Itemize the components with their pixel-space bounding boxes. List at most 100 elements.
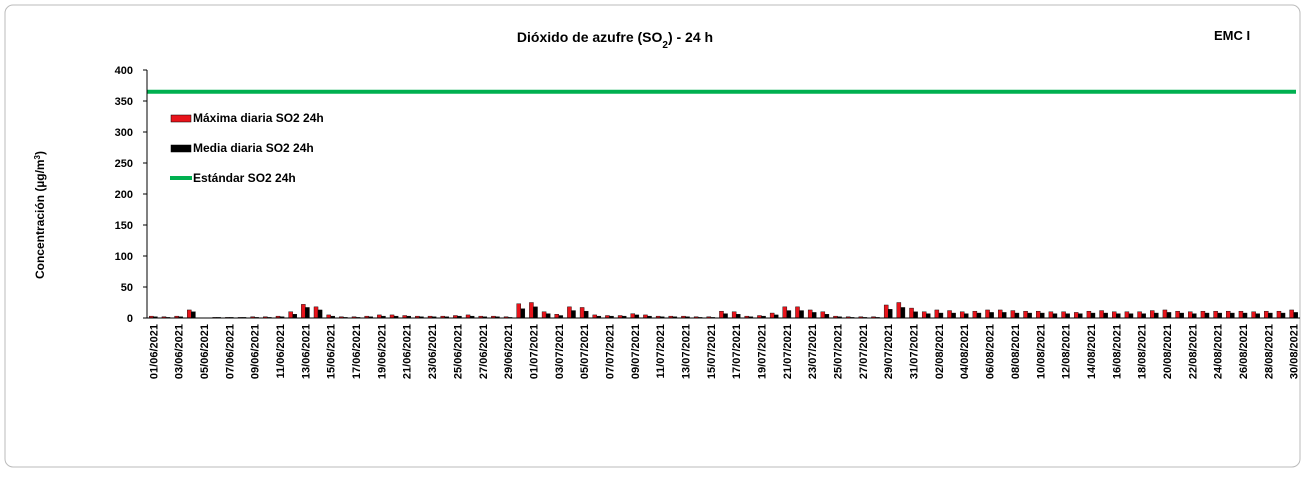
bar	[1276, 310, 1282, 319]
bar	[533, 306, 538, 319]
legend-label: Máxima diaria SO2 24h	[193, 111, 324, 125]
x-tick-label: 23/07/2021	[807, 324, 819, 379]
bar	[1179, 312, 1184, 319]
x-tick-label: 11/06/2021	[275, 324, 287, 378]
x-tick-label: 20/08/2021	[1162, 324, 1174, 379]
bar	[972, 310, 978, 319]
bar	[786, 310, 792, 319]
x-tick-label: 03/07/2021	[554, 324, 566, 379]
x-tick-label: 06/08/2021	[985, 324, 997, 379]
bar	[1124, 311, 1130, 319]
y-tick-label: 0	[127, 313, 133, 325]
x-tick-label: 29/07/2021	[883, 324, 895, 379]
bar	[1213, 310, 1218, 319]
bar	[926, 313, 931, 319]
y-tick-label: 400	[115, 65, 133, 77]
x-tick-label: 14/08/2021	[1086, 324, 1098, 379]
bar	[1036, 310, 1041, 319]
x-tick-label: 25/07/2021	[833, 324, 845, 379]
x-tick-label: 18/08/2021	[1137, 324, 1149, 379]
bar	[782, 306, 788, 319]
bar	[883, 304, 889, 319]
bar	[947, 310, 952, 319]
bar	[1074, 312, 1079, 319]
bar	[1141, 313, 1146, 319]
bar	[1048, 311, 1054, 319]
bar	[541, 311, 547, 319]
bar	[1052, 313, 1058, 319]
bar	[820, 311, 826, 319]
bar	[1268, 312, 1273, 319]
x-tick-label: 23/06/2021	[427, 324, 439, 379]
bar	[1040, 312, 1045, 319]
bar	[1217, 312, 1222, 319]
bar	[1175, 310, 1180, 319]
bar	[1027, 312, 1032, 319]
bar	[1264, 310, 1269, 319]
x-tick-label: 01/06/2021	[148, 324, 160, 379]
bar	[896, 302, 902, 319]
x-tick-label: 17/07/2021	[731, 324, 743, 379]
bar	[807, 309, 813, 319]
bar	[909, 307, 914, 319]
x-tick-label: 09/07/2021	[630, 324, 642, 379]
x-tick-label: 26/08/2021	[1238, 324, 1250, 379]
bar	[1154, 312, 1159, 319]
y-tick-label: 300	[115, 127, 133, 139]
x-tick-label: 28/08/2021	[1263, 324, 1275, 379]
y-tick-label: 350	[115, 96, 133, 108]
bar	[1078, 313, 1083, 319]
bar	[554, 314, 559, 319]
bar	[1023, 310, 1028, 319]
x-tick-label: 13/07/2021	[680, 324, 692, 379]
bar	[769, 312, 775, 319]
bar	[1200, 310, 1206, 319]
bar	[1242, 312, 1248, 319]
bar	[959, 311, 965, 319]
x-tick-label: 30/08/2021	[1289, 324, 1301, 379]
bar	[723, 313, 728, 319]
x-tick-label: 29/06/2021	[503, 324, 515, 379]
x-tick-label: 07/07/2021	[604, 324, 616, 379]
bar	[1166, 312, 1172, 319]
x-tick-label: 09/06/2021	[250, 324, 262, 379]
bar	[313, 306, 319, 319]
bar	[579, 307, 585, 319]
bar	[997, 309, 1003, 319]
annotation: EMC I	[1214, 28, 1250, 43]
chart-title: Dióxido de azufre (SO2) - 24 h	[517, 29, 713, 51]
bar	[1014, 312, 1020, 319]
bar	[630, 313, 636, 319]
x-tick-label: 03/06/2021	[174, 324, 186, 379]
x-tick-label: 16/08/2021	[1111, 324, 1123, 379]
x-tick-label: 19/06/2021	[376, 324, 388, 379]
bar	[187, 309, 192, 319]
x-tick-label: 27/06/2021	[478, 324, 490, 379]
x-tick-label: 31/07/2021	[909, 324, 921, 379]
bar	[795, 306, 800, 319]
x-tick-label: 05/07/2021	[579, 324, 591, 379]
bar	[1099, 310, 1104, 319]
bar	[1226, 310, 1231, 319]
x-tick-label: 07/06/2021	[224, 324, 236, 379]
x-tick-label: 17/06/2021	[351, 324, 363, 379]
bar	[1280, 312, 1286, 319]
bar	[1103, 312, 1108, 319]
bar	[1090, 312, 1096, 319]
bar	[571, 310, 576, 319]
bar	[1002, 312, 1007, 319]
bar	[1086, 310, 1092, 319]
bar	[900, 307, 906, 319]
y-tick-label: 100	[115, 251, 133, 263]
bar	[545, 313, 551, 319]
bar	[938, 312, 944, 319]
legend-label: Estándar SO2 24h	[193, 171, 296, 185]
x-tick-label: 01/07/2021	[528, 324, 540, 379]
bar	[985, 309, 990, 319]
bar	[292, 314, 297, 319]
bar	[516, 303, 521, 319]
bar	[1238, 310, 1244, 319]
bar	[1150, 310, 1155, 319]
x-tick-label: 05/06/2021	[199, 324, 211, 379]
